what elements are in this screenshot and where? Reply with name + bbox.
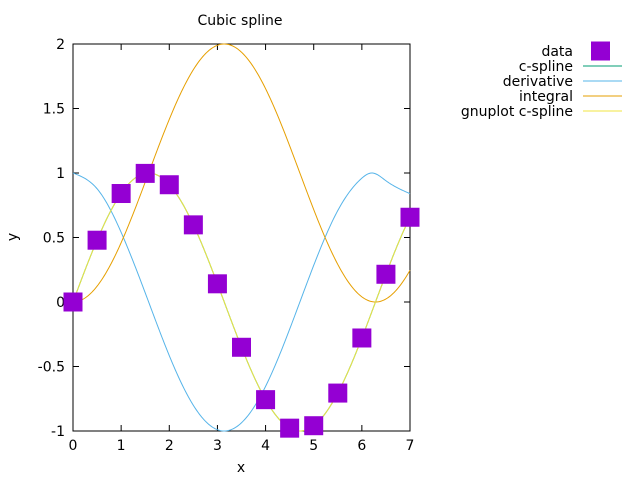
series-line-derivative xyxy=(72,172,411,432)
series-lines xyxy=(72,43,411,432)
legend-swatch xyxy=(591,41,610,61)
y-tick-label: 0.5 xyxy=(43,231,65,247)
data-point xyxy=(304,416,324,436)
data-point xyxy=(232,337,251,357)
x-tick-label: 2 xyxy=(165,438,174,454)
data-point xyxy=(63,292,83,312)
y-axis-title: y xyxy=(5,233,21,241)
legend-label: gnuplot c-spline xyxy=(461,104,573,120)
legend-label: data xyxy=(541,44,573,60)
series-line-c-spline xyxy=(72,172,411,432)
y-tick-label: -0.5 xyxy=(38,360,65,376)
data-point xyxy=(280,418,300,438)
data-point xyxy=(183,215,203,235)
y-tick-label: -1 xyxy=(51,424,65,440)
x-tick-label: 0 xyxy=(69,438,78,454)
series-line-integral xyxy=(72,43,411,303)
x-axis: 0 1 2 3 4 5 6 7 xyxy=(69,44,415,454)
x-tick-label: 3 xyxy=(213,438,222,454)
data-point xyxy=(207,274,227,294)
data-point xyxy=(352,328,372,348)
x-tick-label: 5 xyxy=(309,438,318,454)
x-tick-label: 4 xyxy=(261,438,270,454)
y-tick-label: 1.5 xyxy=(43,102,65,118)
y-axis: -1 -0.5 0 0.5 1 1.5 2 xyxy=(38,37,410,440)
legend-label: c-spline xyxy=(519,59,573,75)
x-tick-label: 7 xyxy=(406,438,415,454)
data-point xyxy=(400,207,420,227)
y-tick-label: 0 xyxy=(56,295,65,311)
data-point xyxy=(87,230,107,250)
x-tick-label: 6 xyxy=(357,438,366,454)
data-point xyxy=(256,390,276,410)
x-tick-label: 1 xyxy=(117,438,126,454)
data-point xyxy=(159,175,179,195)
y-tick-label: 2 xyxy=(56,37,65,53)
data-points xyxy=(63,163,420,438)
series-line-gnuplot-c-spline xyxy=(72,172,411,432)
data-point xyxy=(135,163,155,183)
y-tick-label: 1 xyxy=(56,166,65,182)
chart-title: Cubic spline xyxy=(197,13,282,29)
data-point xyxy=(328,383,348,403)
data-point xyxy=(376,264,396,284)
data-point xyxy=(111,184,131,204)
x-axis-title: x xyxy=(237,460,245,476)
legend-label: derivative xyxy=(503,74,573,90)
legend-label: integral xyxy=(519,89,573,105)
